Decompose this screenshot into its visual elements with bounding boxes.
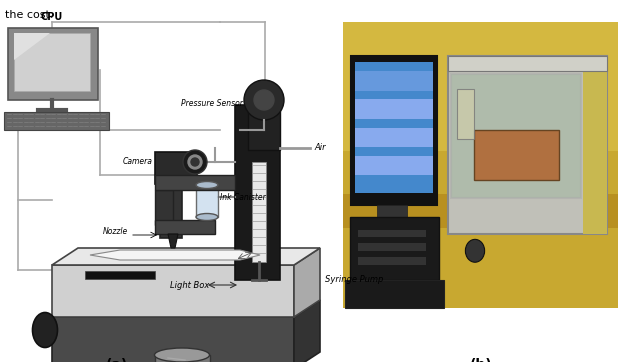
- Circle shape: [191, 158, 199, 166]
- Text: Light Box: Light Box: [170, 281, 210, 290]
- Bar: [354, 71, 433, 90]
- Text: Syringe Pump: Syringe Pump: [325, 275, 384, 285]
- Bar: [85, 271, 155, 279]
- Polygon shape: [90, 250, 260, 260]
- Bar: [474, 130, 559, 180]
- Bar: [155, 355, 210, 362]
- Polygon shape: [168, 234, 178, 248]
- Bar: [448, 56, 607, 71]
- Bar: [252, 162, 266, 262]
- Bar: [155, 220, 215, 234]
- Bar: [354, 62, 433, 193]
- Text: Nozzle: Nozzle: [103, 227, 128, 236]
- Bar: [155, 190, 173, 225]
- Circle shape: [244, 80, 284, 120]
- Text: CPU: CPU: [41, 12, 63, 22]
- Bar: [354, 100, 433, 119]
- Bar: [14, 33, 90, 91]
- Circle shape: [254, 90, 274, 110]
- Bar: [248, 108, 280, 150]
- Bar: [358, 257, 425, 265]
- Bar: [52, 265, 294, 317]
- Bar: [343, 22, 618, 151]
- Bar: [343, 22, 618, 308]
- Bar: [52, 317, 294, 362]
- Ellipse shape: [32, 312, 58, 348]
- Text: Air: Air: [314, 143, 325, 152]
- Circle shape: [188, 155, 202, 169]
- Polygon shape: [52, 300, 320, 317]
- Ellipse shape: [465, 239, 485, 262]
- Polygon shape: [14, 33, 50, 60]
- Polygon shape: [294, 300, 320, 362]
- Bar: [354, 156, 433, 175]
- Bar: [343, 194, 618, 228]
- Bar: [358, 243, 425, 251]
- Polygon shape: [52, 248, 320, 265]
- Text: (b): (b): [470, 358, 492, 362]
- Bar: [358, 230, 425, 237]
- Polygon shape: [294, 248, 320, 317]
- Text: the cost.: the cost.: [5, 10, 54, 20]
- Text: Pressure Sensor: Pressure Sensor: [181, 100, 243, 109]
- Bar: [235, 105, 280, 280]
- Text: Camera: Camera: [123, 157, 153, 166]
- Bar: [8, 28, 98, 100]
- Bar: [196, 185, 218, 217]
- Bar: [345, 280, 444, 308]
- Ellipse shape: [196, 181, 218, 189]
- Bar: [377, 205, 406, 217]
- Text: (a): (a): [106, 358, 128, 362]
- Bar: [155, 152, 197, 184]
- Bar: [160, 168, 182, 238]
- Bar: [451, 74, 582, 198]
- Bar: [248, 155, 270, 273]
- Bar: [448, 56, 607, 233]
- Ellipse shape: [154, 348, 210, 362]
- Circle shape: [183, 150, 207, 174]
- Bar: [4, 112, 109, 130]
- Bar: [457, 89, 474, 139]
- Bar: [349, 217, 439, 280]
- Ellipse shape: [196, 214, 218, 220]
- Bar: [354, 128, 433, 147]
- Bar: [351, 56, 437, 205]
- Text: Ink Canister: Ink Canister: [220, 193, 266, 202]
- Bar: [583, 56, 607, 233]
- Bar: [155, 175, 235, 190]
